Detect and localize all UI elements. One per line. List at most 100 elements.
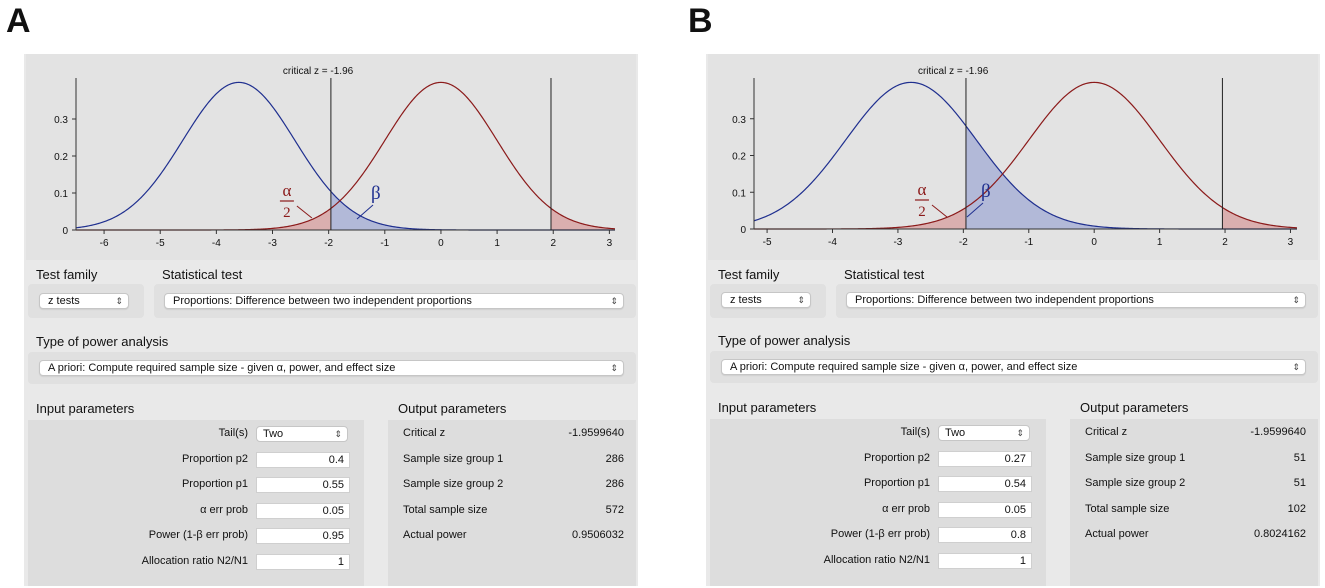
tails-value: Two	[263, 428, 284, 440]
output-label: Critical z	[1085, 426, 1128, 438]
parameter-input[interactable]: 1	[256, 553, 350, 570]
x-tick-label: -5	[763, 237, 772, 248]
y-tick-label: 0.2	[54, 152, 68, 163]
x-tick-label: -2	[324, 238, 333, 249]
power-analysis-dropdown[interactable]: A priori: Compute required sample size -…	[721, 359, 1306, 375]
output-label: Sample size group 1	[1085, 451, 1186, 464]
alpha-denominator: 2	[918, 204, 926, 220]
power-analysis-label: Type of power analysis	[36, 334, 169, 349]
output-label: Total sample size	[403, 503, 488, 516]
test-family-value: z tests	[730, 294, 762, 306]
output-parameters-label: Output parameters	[1080, 400, 1189, 415]
input-parameters-label: Input parameters	[36, 401, 135, 416]
input-parameters-label: Input parameters	[718, 400, 817, 415]
beta-label: β	[981, 181, 991, 202]
x-tick-label: -1	[1024, 237, 1033, 248]
test-family-value: z tests	[48, 295, 80, 307]
y-tick-label: 0.1	[54, 189, 68, 200]
parameter-input[interactable]: 0.95	[256, 528, 350, 544]
x-tick-label: 2	[550, 238, 556, 249]
y-tick-label: 0	[740, 225, 746, 236]
panel-b-letter: B	[688, 2, 713, 40]
input-label: Tail(s)	[900, 426, 930, 438]
statistical-test-label: Statistical test	[844, 267, 925, 282]
input-label: Proportion p2	[863, 451, 930, 464]
alpha-denominator: 2	[283, 205, 291, 221]
parameter-input[interactable]: 0.4	[256, 451, 350, 468]
alpha-right-area	[1222, 207, 1297, 229]
test-family-label: Test family	[718, 267, 780, 282]
output-value: 0.8024162	[1254, 528, 1306, 540]
output-label: Actual power	[1085, 528, 1149, 540]
output-parameters-label: Output parameters	[398, 401, 507, 416]
parameter-input[interactable]: 0.27	[938, 450, 1032, 467]
output-label: Actual power	[403, 529, 467, 541]
parameter-input[interactable]: 1	[938, 552, 1032, 569]
alpha-right-area	[550, 208, 615, 230]
x-tick-label: 2	[1222, 237, 1228, 248]
x-tick-label: 0	[438, 238, 444, 249]
output-value: 51	[1293, 451, 1306, 464]
tails-value: Two	[945, 427, 966, 439]
x-tick-label: -6	[100, 238, 109, 249]
y-tick-label: 0.1	[732, 188, 746, 199]
parameter-input[interactable]: 0.55	[256, 477, 350, 493]
output-value: 0.9506032	[572, 529, 624, 541]
test-family-label: Test family	[36, 267, 98, 282]
x-tick-label: 1	[1157, 237, 1163, 248]
input-label: Proportion p1	[181, 478, 248, 490]
beta-area	[965, 125, 1297, 229]
chevron-updown-icon: ⇕	[610, 296, 618, 306]
beta-pointer	[356, 204, 374, 220]
input-label: α err prob	[882, 502, 930, 515]
power-analysis-value: A priori: Compute required sample size -…	[730, 361, 1078, 373]
statistical-test-value: Proportions: Difference between two inde…	[173, 295, 472, 307]
output-value: 286	[605, 452, 624, 465]
tails-dropdown[interactable]: Two ⇕	[256, 426, 348, 442]
alpha-label: α	[918, 180, 927, 199]
input-label: Power (1-β err prob)	[148, 529, 248, 541]
output-value: 102	[1287, 502, 1306, 515]
parameter-input[interactable]: 0.54	[938, 476, 1032, 492]
test-family-dropdown[interactable]: z tests ⇕	[39, 293, 129, 309]
y-tick-label: 0.3	[732, 115, 746, 126]
gpower-panel-a: -6 -5 -4 -3 -2 -1 0 1 2 3 0 0.1 0.2 0.3 critical z = -…	[24, 54, 638, 586]
chevron-updown-icon: ⇕	[1292, 295, 1300, 305]
distribution-plot: -5 -4 -3 -2 -1 0 1 2 3 0 0.1 0.2 0.3 critical z = -1.…	[708, 54, 1318, 260]
output-value: 51	[1293, 477, 1306, 489]
statistical-test-value: Proportions: Difference between two inde…	[855, 294, 1154, 306]
parameter-input[interactable]: 0.05	[256, 502, 350, 519]
parameter-input[interactable]: 0.05	[938, 501, 1032, 518]
output-value: -1.9599640	[568, 427, 624, 439]
statistical-test-dropdown[interactable]: Proportions: Difference between two inde…	[164, 293, 624, 309]
parameter-input[interactable]: 0.8	[938, 527, 1032, 543]
y-tick-label: 0.2	[732, 152, 746, 163]
output-label: Total sample size	[1085, 502, 1170, 515]
y-tick-label: 0.3	[54, 115, 68, 126]
gpower-panel-b: -5 -4 -3 -2 -1 0 1 2 3 0 0.1 0.2 0.3 critical z = -1.…	[706, 54, 1320, 586]
x-tick-label: -5	[156, 238, 165, 249]
power-analysis-label: Type of power analysis	[718, 333, 851, 348]
output-label: Sample size group 2	[403, 478, 504, 490]
distribution-chart: -6 -5 -4 -3 -2 -1 0 1 2 3 0 0.1 0.2 0.3 critical z = -…	[54, 66, 616, 249]
output-parameters-box	[1070, 419, 1318, 586]
chevron-updown-icon: ⇕	[797, 295, 805, 305]
distribution-chart: -5 -4 -3 -2 -1 0 1 2 3 0 0.1 0.2 0.3 critical z = -1.…	[732, 66, 1298, 248]
critical-z-label: critical z = -1.96	[283, 66, 354, 77]
output-value: 286	[605, 478, 624, 490]
input-label: Proportion p1	[863, 477, 930, 489]
output-label: Sample size group 2	[1085, 477, 1186, 489]
test-family-dropdown[interactable]: z tests ⇕	[721, 292, 811, 308]
chevron-updown-icon: ⇕	[1292, 362, 1300, 372]
tails-dropdown[interactable]: Two ⇕	[938, 425, 1030, 441]
output-label: Sample size group 1	[403, 452, 504, 465]
output-parameters-box	[388, 420, 636, 586]
output-label: Critical z	[403, 427, 446, 439]
input-label: Allocation ratio N2/N1	[141, 554, 248, 567]
power-analysis-dropdown[interactable]: A priori: Compute required sample size -…	[39, 360, 624, 376]
x-tick-label: -1	[380, 238, 389, 249]
input-label: α err prob	[200, 503, 248, 516]
statistical-test-dropdown[interactable]: Proportions: Difference between two inde…	[846, 292, 1306, 308]
critical-z-label: critical z = -1.96	[918, 66, 989, 77]
beta-pointer	[966, 202, 984, 218]
